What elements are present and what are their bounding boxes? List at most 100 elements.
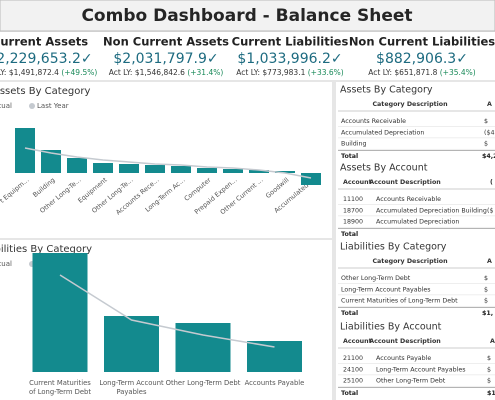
kpi-title: Non Current Liabilities — [349, 35, 495, 49]
total-cell: $1, — [482, 310, 493, 317]
column-header: A — [487, 101, 492, 108]
bar — [93, 163, 113, 173]
kpi-title: Current Assets — [0, 35, 88, 49]
column-header: Category Description — [372, 101, 447, 108]
table-cell: Accumulated Depreciation — [376, 219, 459, 226]
table-cell: Accumulated Depreciation Building — [376, 207, 487, 214]
table-title: Assets By Account — [340, 163, 428, 174]
table-cell: $ — [484, 298, 488, 305]
kpi-value: $2,229,653.2✓ — [0, 51, 93, 67]
column-header: Category Description — [372, 258, 447, 265]
kpi-value: $1,033,996.2✓ — [237, 51, 342, 67]
column-header: Account Description — [369, 338, 441, 345]
kpi-last-year: Act LY: $773,983.1 (+33.6%) — [236, 68, 343, 77]
bar — [197, 168, 217, 173]
bar — [67, 158, 87, 173]
table-cell: $ — [484, 286, 488, 293]
kpi-title: Non Current Assets — [103, 35, 229, 49]
column-header: A — [490, 338, 495, 345]
chart-title: Assets By Category — [0, 86, 90, 97]
panel — [336, 82, 495, 400]
table-title: Liabilities By Account — [340, 322, 442, 333]
legend-marker — [29, 103, 35, 109]
bar — [145, 165, 165, 173]
table-cell: $ — [487, 355, 491, 362]
bar — [171, 166, 191, 173]
kpi-change: (+33.6%) — [305, 68, 343, 77]
kpi-change: (+31.4%) — [185, 68, 223, 77]
legend-label: Actual — [0, 260, 12, 268]
table-cell: Building — [341, 141, 367, 148]
kpi-change: (+49.5%) — [59, 68, 97, 77]
table-cell: $ — [484, 118, 488, 125]
kpi-last-year-value: Act LY: $1,546,842.6 — [109, 68, 185, 77]
chart-title: Liabilities By Category — [0, 244, 92, 255]
kpi-last-year: Act LY: $651,871.8 (+35.4%) — [368, 68, 475, 77]
bar — [119, 164, 139, 173]
kpi-last-year: Act LY: $1,546,842.6 (+31.4%) — [109, 68, 224, 77]
bar — [15, 128, 35, 173]
table-cell: $ — [487, 366, 491, 373]
table-cell: Current Maturities of Long-Term Debt — [341, 298, 458, 305]
table-cell: ($4 — [484, 129, 494, 136]
total-cell: Total — [341, 153, 358, 160]
kpi-last-year-value: Act LY: $1,491,872.4 — [0, 68, 59, 77]
column-header: Account — [343, 179, 372, 186]
bar — [275, 171, 295, 173]
kpi-title: Current Liabilities — [232, 35, 349, 49]
kpi-last-year: Act LY: $1,491,872.4 (+49.5%) — [0, 68, 97, 77]
table-cell: Other Long-Term Debt — [376, 378, 446, 385]
table-title: Liabilities By Category — [340, 242, 447, 253]
line — [59, 274, 275, 348]
column-header: Account — [343, 338, 372, 345]
table-cell: 11100 — [343, 196, 363, 203]
table-cell: Other Long-Term Debt — [341, 275, 411, 282]
title-bar — [0, 0, 495, 32]
table-cell: 25100 — [343, 378, 363, 385]
column-header: ( — [490, 179, 493, 186]
bar — [301, 173, 321, 185]
x-tick-label: Other Long-Term Debt — [166, 379, 241, 387]
kpi-value: $882,906.3✓ — [376, 51, 468, 67]
x-tick-label: Accounts Payable — [245, 379, 305, 387]
table-cell: Accounts Receivable — [341, 118, 406, 125]
bar — [104, 316, 159, 372]
total-cell: Total — [341, 231, 358, 238]
dashboard-title: Combo Dashboard - Balance Sheet — [81, 6, 412, 26]
table-cell: Long-Term Account Payables — [341, 286, 430, 293]
kpi-row — [0, 32, 495, 80]
table-title: Assets By Category — [340, 85, 433, 96]
x-tick-label: Long-Term Account Payables — [99, 379, 164, 396]
bar — [223, 169, 243, 173]
bar — [41, 150, 61, 173]
column-header: A — [487, 258, 492, 265]
legend-label: Last Year — [37, 102, 69, 110]
table-cell: ($ — [487, 207, 493, 214]
bar — [249, 170, 269, 173]
bar — [32, 253, 88, 372]
table-cell: Accumulated Depreciation — [341, 129, 424, 136]
line — [24, 147, 312, 179]
kpi-value: $2,031,797.9✓ — [113, 51, 218, 67]
table-cell: $ — [487, 378, 491, 385]
table-cell: 18700 — [343, 207, 363, 214]
total-cell: Total — [341, 310, 358, 317]
bar — [247, 341, 302, 372]
kpi-last-year-value: Act LY: $773,983.1 — [236, 68, 305, 77]
total-cell: Total — [341, 390, 358, 397]
table-cell: Accounts Receivable — [376, 196, 441, 203]
table-cell: 18900 — [343, 219, 363, 226]
column-header: Account Description — [369, 179, 441, 186]
x-tick-label: Current Maturities of Long-Term Debt — [29, 379, 91, 396]
legend-label: Actual — [0, 102, 12, 110]
table-cell: Accounts Payable — [376, 355, 431, 362]
table-cell: Long-Term Account Payables — [376, 366, 465, 373]
kpi-change: (+35.4%) — [437, 68, 475, 77]
table-cell: $ — [484, 141, 488, 148]
total-cell: $4,2 — [482, 153, 495, 160]
kpi-last-year-value: Act LY: $651,871.8 — [368, 68, 437, 77]
total-cell: $1, — [487, 390, 495, 397]
table-cell: 21100 — [343, 355, 363, 362]
